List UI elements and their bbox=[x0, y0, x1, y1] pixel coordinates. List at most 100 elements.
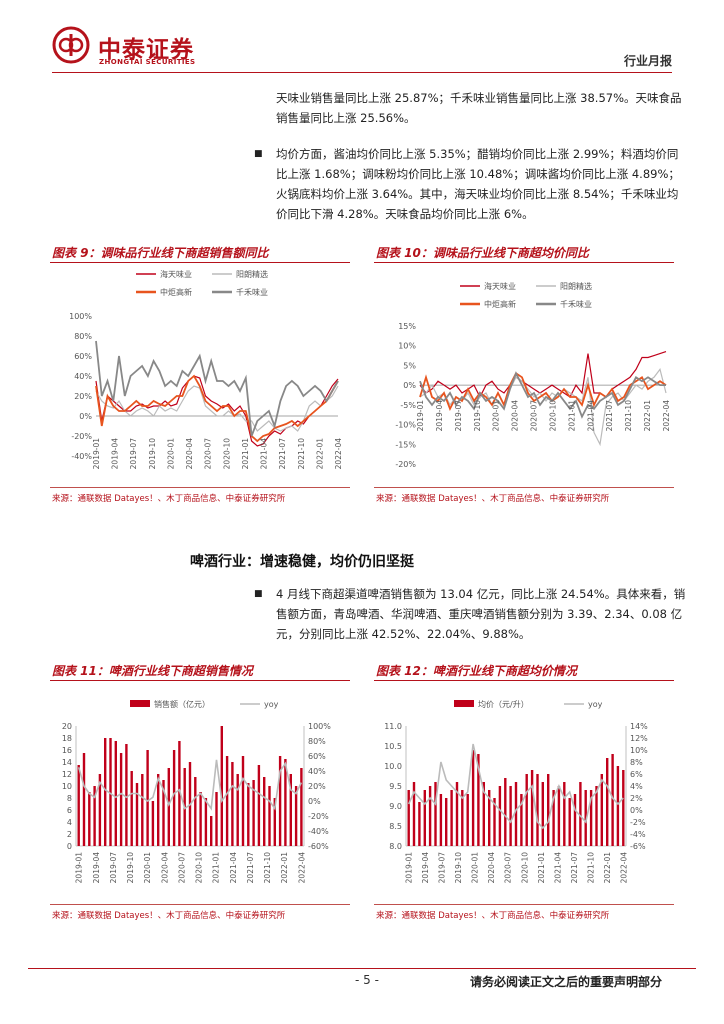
fig11-left-tick-label: 12 bbox=[62, 770, 72, 779]
footer-divider bbox=[28, 968, 696, 969]
fig11-bar bbox=[225, 756, 229, 846]
fig12-bar bbox=[520, 794, 523, 846]
fig11-bar bbox=[130, 771, 133, 846]
fig12-right-tick-label: 6% bbox=[630, 770, 643, 779]
fig11-bar bbox=[284, 759, 287, 846]
section-title-beer: 啤酒行业：增速稳健，均价仍旧坚挺 bbox=[190, 554, 414, 570]
fig10-y-tick-label: -20% bbox=[395, 460, 416, 469]
fig11-bar bbox=[146, 750, 149, 846]
fig12-bar bbox=[530, 770, 534, 846]
fig9-x-tick-label: 2021-01 bbox=[241, 438, 250, 470]
fig12-bar bbox=[455, 782, 459, 846]
fig9-x-tick-label: 2022-04 bbox=[334, 438, 343, 470]
fig9-legend-label: 中炬高新 bbox=[160, 287, 192, 297]
fig11-bar bbox=[82, 753, 86, 846]
fig12-right-tick-label: 12% bbox=[630, 734, 648, 743]
fig11-bar bbox=[300, 768, 303, 846]
fig10-y-tick-label: 0% bbox=[403, 381, 416, 390]
bullet-marker: ■ bbox=[254, 149, 263, 159]
fig12-x-tick-label: 2022-04 bbox=[619, 852, 628, 884]
figure-12-chart: 均价（元/升） yoy 11.0 10.5 10.0 9.5 9.0 8.5 8.0 14% 12%… bbox=[384, 699, 648, 884]
fig11-left-tick-label: 20 bbox=[62, 722, 72, 731]
fig12-left-tick-label: 11.0 bbox=[384, 722, 402, 731]
fig10-x-tick-label: 2019-10 bbox=[473, 400, 482, 432]
fig12-bar bbox=[547, 774, 550, 846]
bullet-marker: ■ bbox=[254, 589, 263, 599]
fig12-bar bbox=[514, 782, 518, 846]
fig11-left-tick-label: 16 bbox=[62, 746, 72, 755]
fig9-x-tick-label: 2020-10 bbox=[222, 438, 231, 470]
fig12-legend-label: yoy bbox=[588, 700, 603, 709]
figure-9-source: 来源：通联数据 Datayes！、木丁商品信息、中泰证券研究所 bbox=[52, 494, 286, 504]
fig11-bar bbox=[215, 792, 218, 846]
fig11-bar bbox=[125, 744, 128, 846]
fig11-bar bbox=[252, 780, 255, 846]
fig11-bar bbox=[88, 792, 91, 846]
logo-chinese-text: 中泰证券 bbox=[98, 37, 194, 63]
fig12-x-tick-label: 2020-10 bbox=[520, 852, 529, 884]
figure-11-top-rule bbox=[50, 680, 350, 681]
fig12-x-tick-label: 2020-07 bbox=[504, 852, 513, 884]
fig9-series-line bbox=[95, 375, 339, 447]
fig12-x-tick-label: 2019-10 bbox=[454, 852, 463, 884]
fig12-left-tick-label: 8.5 bbox=[389, 822, 402, 831]
fig12-x-tick-label: 2021-07 bbox=[570, 852, 579, 884]
fig11-bar bbox=[289, 774, 292, 846]
fig12-bar bbox=[434, 782, 437, 846]
fig10-x-tick-label: 2022-01 bbox=[643, 400, 652, 432]
fig12-bar bbox=[536, 774, 539, 846]
fig11-bar bbox=[268, 786, 271, 846]
fig10-x-tick-label: 2020-04 bbox=[511, 400, 520, 432]
fig12-x-tick-label: 2020-01 bbox=[471, 852, 480, 884]
paragraph-beer-sales: 4 月线下商超渠道啤酒销售额为 13.04 亿元，同比上涨 24.54%。具体来… bbox=[276, 587, 686, 641]
fig12-right-tick-label: -2% bbox=[630, 818, 646, 827]
footer-disclaimer: 请务必阅读正文之后的重要声明部分 bbox=[470, 975, 663, 989]
fig11-bar bbox=[199, 792, 202, 846]
fig10-x-tick-label: 2021-07 bbox=[605, 400, 614, 432]
fig10-x-tick-label: 2019-04 bbox=[435, 400, 444, 432]
fig10-series-line bbox=[419, 371, 667, 412]
fig11-bar bbox=[194, 777, 197, 846]
fig11-bar bbox=[157, 774, 160, 846]
fig12-bar bbox=[461, 790, 464, 846]
fig12-bar bbox=[498, 786, 502, 846]
fig9-x-tick-label: 2020-07 bbox=[204, 438, 213, 470]
fig11-x-tick-label: 2019-10 bbox=[126, 852, 135, 884]
fig11-bar bbox=[257, 765, 261, 846]
fig11-right-tick-label: 80% bbox=[308, 737, 326, 746]
fig12-x-tick-label: 2020-04 bbox=[487, 852, 496, 884]
fig11-x-tick-label: 2020-01 bbox=[143, 852, 152, 884]
figure-10-title: 图表 10：调味品行业线下商超均价同比 bbox=[376, 246, 589, 260]
fig11-bar bbox=[135, 783, 139, 846]
fig10-x-tick-label: 2022-04 bbox=[662, 400, 671, 432]
fig9-y-tick-label: 80% bbox=[74, 332, 92, 341]
fig12-bar bbox=[493, 798, 496, 846]
fig12-x-tick-label: 2019-07 bbox=[438, 852, 447, 884]
fig12-bar bbox=[466, 794, 469, 846]
fig12-bar bbox=[471, 750, 475, 846]
fig9-x-tick-label: 2019-10 bbox=[148, 438, 157, 470]
figure-10-top-rule bbox=[374, 262, 674, 263]
fig11-right-tick-label: 60% bbox=[308, 752, 326, 761]
fig11-bar bbox=[167, 768, 170, 846]
fig12-bar bbox=[568, 798, 571, 846]
fig10-x-tick-label: 2020-07 bbox=[530, 400, 539, 432]
fig11-bar bbox=[77, 765, 80, 846]
fig12-x-tick-label: 2021-01 bbox=[537, 852, 546, 884]
fig12-bar bbox=[423, 790, 426, 846]
fig11-legend-swatch bbox=[130, 700, 150, 707]
fig10-legend-label: 中炬高新 bbox=[484, 299, 516, 309]
fig10-x-tick-label: 2019-07 bbox=[454, 400, 463, 432]
fig11-x-tick-label: 2019-07 bbox=[109, 852, 118, 884]
fig12-bar bbox=[445, 798, 448, 846]
figure-11-bottom-rule bbox=[50, 904, 350, 905]
figure-10-source: 来源：通联数据 Datayes！、木丁商品信息、中泰证券研究所 bbox=[376, 494, 610, 504]
fig12-bar bbox=[418, 802, 421, 846]
fig11-x-tick-label: 2021-01 bbox=[212, 852, 221, 884]
fig12-x-tick-label: 2021-10 bbox=[586, 852, 595, 884]
fig9-x-tick-label: 2021-04 bbox=[260, 438, 269, 470]
fig10-x-tick-label: 2020-10 bbox=[548, 400, 557, 432]
fig9-y-tick-label: -20% bbox=[71, 432, 92, 441]
fig10-y-tick-label: -15% bbox=[395, 440, 416, 449]
fig12-bar bbox=[563, 782, 566, 846]
